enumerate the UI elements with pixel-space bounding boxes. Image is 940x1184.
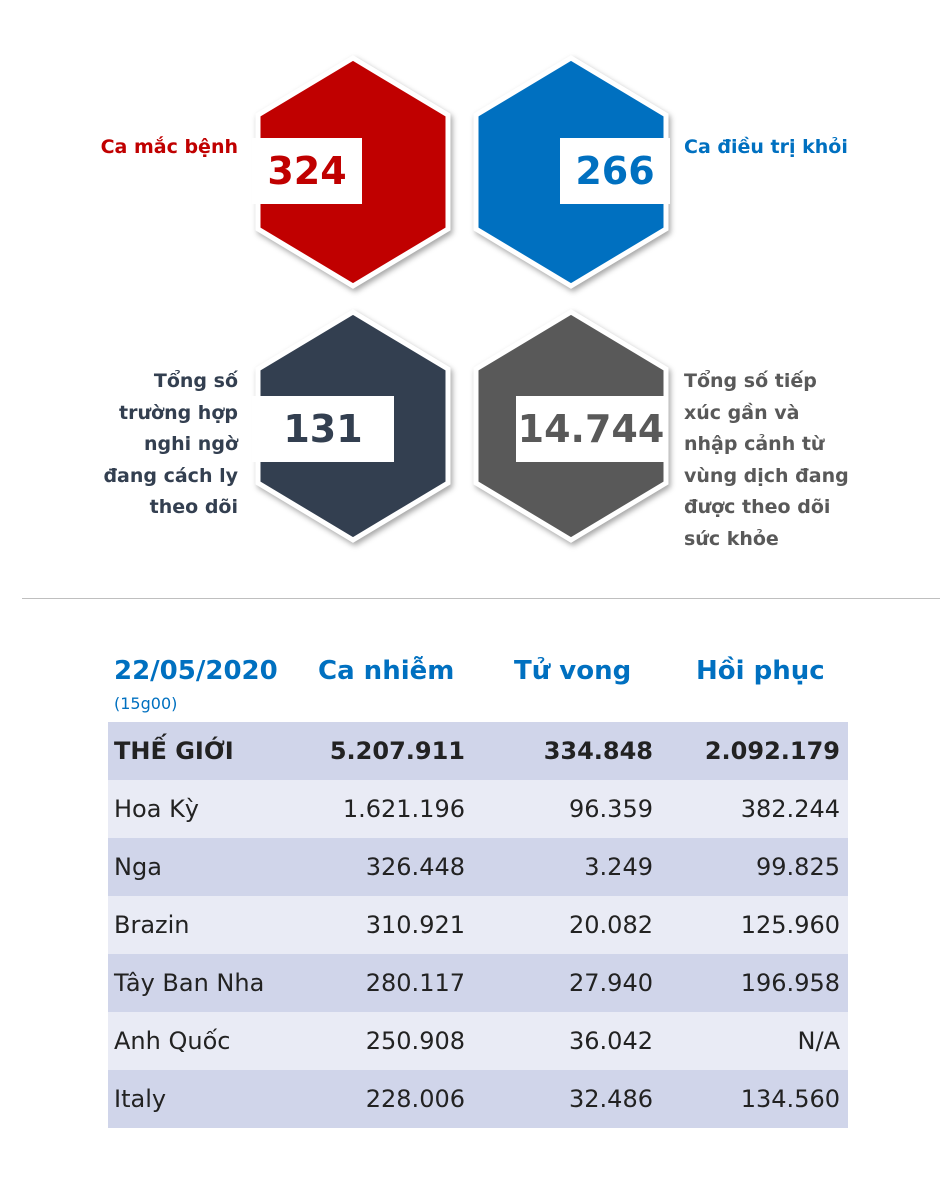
monitored-label-line: sức khỏe: [684, 527, 779, 550]
row-deaths: 20.082: [569, 911, 653, 939]
row-recovered: 382.244: [740, 795, 840, 823]
table-row: THẾ GIỚI 5.207.911 334.848 2.092.179: [108, 722, 848, 780]
row-country: Italy: [114, 1085, 167, 1113]
row-cases: 1.621.196: [342, 795, 465, 823]
monitored-label-line: xúc gần và: [684, 401, 800, 424]
section-divider: [22, 598, 940, 599]
row-cases: 228.006: [365, 1085, 465, 1113]
row-deaths: 27.940: [569, 969, 653, 997]
row-deaths: 334.848: [543, 737, 653, 765]
row-cases: 250.908: [365, 1027, 465, 1055]
quarantine-label-line: theo dõi: [149, 496, 238, 518]
quarantine-hexagon: 131: [248, 306, 458, 546]
table-row: Hoa Kỳ 1.621.196 96.359 382.244: [108, 780, 848, 838]
row-cases: 280.117: [365, 969, 465, 997]
quarantine-label-line: đang cách ly: [103, 464, 238, 487]
header-deaths: Tử vong: [514, 656, 632, 686]
row-recovered: 125.960: [740, 911, 840, 939]
quarantine-label-line: Tổng số: [153, 370, 238, 392]
monitored-label-line: vùng dịch đang: [684, 464, 849, 487]
recovered-hexagon: 266: [466, 52, 676, 292]
monitored-label-line: nhập cảnh từ: [684, 433, 825, 455]
monitored-label-line: Tổng số tiếp: [684, 370, 817, 392]
infected-label: Ca mắc bệnh: [100, 136, 238, 158]
row-deaths: 36.042: [569, 1027, 653, 1055]
row-deaths: 32.486: [569, 1085, 653, 1113]
row-country: THẾ GIỚI: [114, 737, 234, 765]
row-country: Anh Quốc: [114, 1027, 231, 1055]
header-recovered: Hồi phục: [696, 656, 825, 686]
row-country: Hoa Kỳ: [114, 795, 200, 823]
row-country: Tây Ban Nha: [114, 969, 265, 997]
quarantine-label-line: nghi ngờ: [144, 433, 238, 455]
monitored-hexagon: 14.744: [466, 306, 676, 546]
monitored-count: 14.744: [516, 396, 666, 462]
row-recovered: 134.560: [740, 1085, 840, 1113]
table-row: Tây Ban Nha 280.117 27.940 196.958: [108, 954, 848, 1012]
table-date: 22/05/2020: [114, 656, 278, 686]
row-country: Nga: [114, 853, 162, 881]
recovered-label: Ca điều trị khỏi: [684, 136, 848, 158]
row-country: Brazin: [114, 911, 190, 939]
row-cases: 5.207.911: [329, 737, 465, 765]
row-recovered: 2.092.179: [704, 737, 840, 765]
row-recovered: 99.825: [756, 853, 840, 881]
header-cases: Ca nhiễm: [318, 656, 455, 686]
table-row: Anh Quốc 250.908 36.042 N/A: [108, 1012, 848, 1070]
row-deaths: 3.249: [584, 853, 653, 881]
infected-hexagon: 324: [248, 52, 458, 292]
recovered-count: 266: [560, 138, 670, 204]
quarantine-label-line: trường hợp: [119, 401, 238, 424]
table-row: Brazin 310.921 20.082 125.960: [108, 896, 848, 954]
row-recovered: N/A: [797, 1027, 840, 1055]
row-cases: 310.921: [365, 911, 465, 939]
table-row: Italy 228.006 32.486 134.560: [108, 1070, 848, 1128]
quarantine-label: Tổng số trường hợp nghi ngờ đang cách ly…: [103, 366, 238, 524]
monitored-label-line: được theo dõi: [684, 496, 831, 518]
monitored-label: Tổng số tiếp xúc gần và nhập cảnh từ vùn…: [684, 366, 849, 555]
table-time: (15g00): [114, 694, 178, 713]
row-recovered: 196.958: [740, 969, 840, 997]
row-deaths: 96.359: [569, 795, 653, 823]
infected-count: 324: [252, 138, 362, 204]
row-cases: 326.448: [365, 853, 465, 881]
table-row: Nga 326.448 3.249 99.825: [108, 838, 848, 896]
quarantine-count: 131: [252, 396, 394, 462]
